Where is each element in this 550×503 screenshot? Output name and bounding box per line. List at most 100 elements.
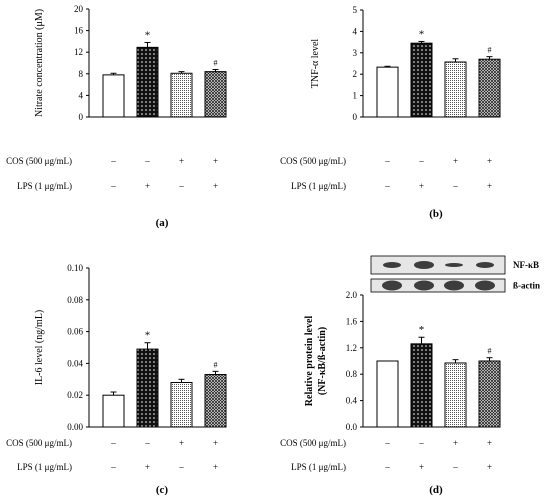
- cos-sign: +: [487, 438, 492, 448]
- lps-sign: –: [384, 462, 390, 472]
- y-tick-label: 5: [353, 5, 358, 15]
- cos-sign: +: [179, 438, 184, 448]
- cos-sign: –: [418, 438, 424, 448]
- y-tick-label: 1.2: [346, 343, 357, 353]
- y-tick-label: 2: [353, 69, 358, 79]
- lps-sign: –: [384, 181, 390, 191]
- y-tick-label: 0.8: [346, 369, 358, 379]
- cos-sign: –: [144, 156, 150, 166]
- blot-band: [444, 280, 464, 291]
- significance-star: *: [145, 29, 151, 41]
- bar: [410, 343, 433, 428]
- bar: [102, 74, 125, 118]
- cos-sign: +: [213, 438, 218, 448]
- y-tick-label: 0.08: [67, 295, 83, 305]
- significance-star: *: [419, 324, 425, 336]
- lps-sign: +: [145, 462, 150, 472]
- significance-star: *: [419, 28, 425, 40]
- y-tick-label: 2.0: [346, 290, 358, 300]
- y-tick-label: 1.6: [346, 316, 358, 326]
- lps-sign: +: [213, 181, 218, 191]
- cos-row-label: COS (500 μg/mL): [6, 438, 72, 448]
- y-tick-label: 0.0: [346, 422, 358, 432]
- lps-sign: –: [110, 462, 116, 472]
- cos-sign: +: [453, 438, 458, 448]
- lps-row-label: LPS (1 μg/mL): [17, 462, 72, 472]
- cos-sign: +: [213, 156, 218, 166]
- blot-frame: [370, 278, 506, 293]
- panel-a: 0 4 8 12 16 20 Nitrate concentration (μM) * # COS…: [6, 4, 227, 229]
- bar: [478, 58, 501, 118]
- cos-sign: –: [110, 438, 116, 448]
- blot-band: [414, 261, 434, 269]
- significance-hash: #: [214, 58, 218, 67]
- significance-hash: #: [488, 347, 492, 356]
- panel-label: (d): [429, 484, 443, 496]
- y-axis-title: Nitrate concentration (μM): [34, 9, 45, 117]
- lps-row-label: LPS (1 μg/mL): [17, 181, 72, 191]
- y-tick-label: 4: [79, 90, 84, 100]
- lps-sign: –: [110, 181, 116, 191]
- y-axis-title: TNF-α level: [310, 39, 321, 89]
- lps-sign: +: [487, 181, 492, 191]
- bar: [136, 46, 159, 118]
- lps-sign: +: [213, 462, 218, 472]
- y-tick-label: 0: [353, 112, 358, 122]
- panel-label: (b): [429, 208, 443, 220]
- blot-frame: [370, 255, 506, 275]
- cos-sign: –: [384, 438, 390, 448]
- bar: [444, 61, 467, 118]
- blot-nfkb: [370, 255, 506, 275]
- significance-star: *: [145, 330, 151, 342]
- blot-actin: [370, 278, 506, 293]
- cos-sign: –: [144, 438, 150, 448]
- lps-row-label: LPS (1 μg/mL): [291, 181, 346, 191]
- blot-label: NF-κB: [513, 260, 539, 270]
- cos-sign: –: [384, 156, 390, 166]
- bar: [170, 381, 193, 428]
- panel-label: (c): [156, 484, 169, 496]
- lps-row-label: LPS (1 μg/mL): [291, 462, 346, 472]
- bar: [478, 360, 501, 428]
- blot-band: [382, 280, 402, 291]
- y-tick-label: 0.00: [67, 422, 83, 432]
- bar: [444, 362, 467, 428]
- bar: [170, 72, 193, 118]
- significance-hash: #: [488, 46, 492, 55]
- blot-label: ß-actin: [513, 281, 540, 291]
- y-tick-label: 0.04: [67, 358, 83, 368]
- y-axis-title: Relative protein level: [304, 316, 315, 407]
- lps-sign: –: [452, 462, 458, 472]
- lps-sign: –: [452, 181, 458, 191]
- blot-band: [475, 280, 495, 291]
- y-tick-label: 8: [79, 69, 84, 79]
- cos-sign: –: [110, 156, 116, 166]
- panel-b: 0 1 2 3 4 5 TNF-α level * # COS (500 μg/mL) LPS (1…: [280, 5, 501, 220]
- cos-sign: +: [453, 156, 458, 166]
- cos-row-label: COS (500 μg/mL): [6, 156, 72, 166]
- lps-sign: +: [487, 462, 492, 472]
- bar: [410, 42, 433, 118]
- y-tick-label: 0: [79, 112, 84, 122]
- bar: [204, 374, 227, 428]
- panel-d: 0.0 0.4 0.8 1.2 1.6 2.0 Relative protein level…: [280, 255, 540, 496]
- y-axis-title-line2: (NF-κB/ß-actin): [317, 327, 328, 395]
- y-tick-label: 0.10: [67, 263, 83, 273]
- bar: [376, 360, 399, 428]
- blot-band: [476, 262, 494, 268]
- y-tick-label: 1: [353, 91, 358, 101]
- y-tick-label: 0.4: [346, 396, 358, 406]
- y-tick-label: 16: [74, 26, 84, 36]
- lps-sign: –: [178, 462, 184, 472]
- y-tick-label: 0.06: [67, 327, 83, 337]
- panel-c: 0.00 0.02 0.04 0.06 0.08 0.10 IL-6 level (ng/m…: [6, 263, 227, 496]
- significance-hash: #: [214, 360, 218, 369]
- blot-band: [383, 262, 401, 268]
- bar: [376, 66, 399, 118]
- bar: [136, 348, 159, 428]
- lps-sign: +: [419, 462, 424, 472]
- blot-band: [414, 280, 434, 291]
- y-axis-title: IL-6 level (ng/mL): [34, 310, 45, 386]
- cos-sign: –: [418, 156, 424, 166]
